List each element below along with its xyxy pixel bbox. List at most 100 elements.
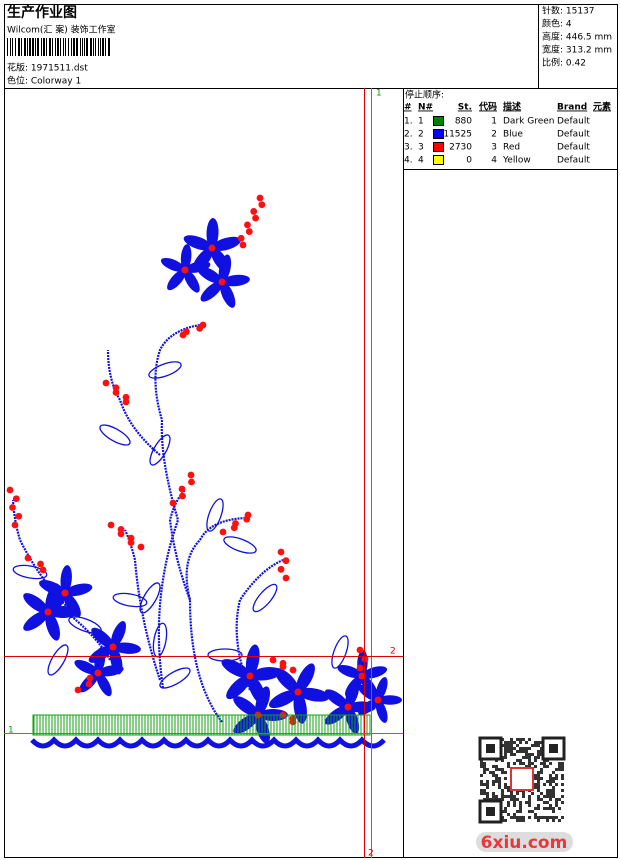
qr-cell [537, 789, 540, 792]
bead [37, 560, 44, 568]
qr-cell [528, 747, 531, 750]
qr-cell [480, 774, 483, 777]
qr-cell [528, 795, 531, 798]
qr-cell [519, 804, 522, 807]
qr-cell [537, 807, 540, 810]
bar [90, 38, 92, 56]
qr-cell [510, 741, 513, 744]
column-header: # [404, 103, 412, 113]
qr-cell [543, 816, 546, 819]
qr-cell [522, 795, 525, 798]
qr-cell [534, 777, 537, 780]
qr-cell [549, 780, 552, 783]
qr-cell [495, 777, 498, 780]
qr-finder [486, 807, 495, 816]
qr-cell [501, 789, 504, 792]
row-n: 2 [418, 130, 424, 140]
qr-cell [480, 792, 483, 795]
qr-cell [537, 780, 540, 783]
flower-center [208, 244, 216, 252]
qr-cell [492, 783, 495, 786]
qr-cell [555, 798, 558, 801]
qr-cell [558, 819, 561, 822]
qr-cell [480, 765, 483, 768]
qr-cell [534, 741, 537, 744]
bar [102, 38, 104, 56]
qr-cell [522, 750, 525, 753]
qr-cell [561, 801, 564, 804]
bead [102, 379, 110, 387]
stat: 宽度: 313.2 mm [542, 44, 612, 56]
bead [11, 521, 19, 529]
qr-cell [504, 810, 507, 813]
bead [258, 201, 266, 209]
leaf [12, 564, 48, 580]
row-brand: Default [557, 130, 590, 140]
qr-cell [552, 786, 555, 789]
qr-cell [522, 819, 525, 822]
flower-center [181, 266, 189, 274]
qr-cell [483, 765, 486, 768]
bar [60, 38, 61, 56]
qr-cell [528, 738, 531, 741]
qr-cell [546, 765, 549, 768]
qr-cell [486, 768, 489, 771]
qr-cell [504, 771, 507, 774]
qr-cell [510, 744, 513, 747]
qr-cell [534, 786, 537, 789]
qr-cell [525, 756, 528, 759]
petal [245, 644, 260, 677]
bead [24, 554, 32, 562]
qr-cell [501, 795, 504, 798]
qr-cell [504, 741, 507, 744]
bead [86, 674, 94, 682]
qr-cell [507, 762, 510, 765]
row-code: 2 [491, 130, 497, 140]
stat: 颜色: 4 [542, 18, 572, 30]
flower-center [374, 696, 382, 704]
qr-cell [537, 783, 540, 786]
bead [112, 384, 120, 392]
bead [252, 214, 259, 222]
bead [230, 524, 238, 532]
qr-cell [516, 819, 519, 822]
qr-cell [513, 813, 516, 816]
qr-cell [504, 786, 507, 789]
bar [41, 38, 42, 56]
qr-cell [540, 816, 543, 819]
qr-cell [483, 783, 486, 786]
row-code: 3 [491, 143, 497, 153]
petal [96, 672, 112, 697]
qr-cell [516, 759, 519, 762]
column-header: 元素 [593, 101, 611, 113]
qr-cell [546, 780, 549, 783]
bar [32, 38, 34, 56]
flower-center [44, 608, 52, 616]
bead [244, 221, 251, 229]
petal [361, 666, 388, 679]
bar [27, 38, 28, 56]
petal [167, 269, 186, 291]
qr-cell [528, 801, 531, 804]
qr-cell [552, 810, 555, 813]
qr-cell [507, 804, 510, 807]
qr-cell [555, 768, 558, 771]
qr-cell [516, 738, 519, 741]
petal [48, 606, 78, 618]
qr-cell [537, 756, 540, 759]
qr-cell [534, 774, 537, 777]
qr-cell [546, 792, 549, 795]
bead [15, 512, 23, 520]
leaf [47, 644, 69, 676]
qr-cell [486, 780, 489, 783]
bar [98, 38, 99, 56]
flower-center [218, 278, 226, 286]
bead [85, 680, 93, 688]
bead [117, 530, 125, 538]
bead [269, 656, 277, 664]
bead [277, 548, 285, 556]
bar [93, 38, 94, 56]
qr-cell [492, 792, 495, 795]
qr-cell [492, 774, 495, 777]
